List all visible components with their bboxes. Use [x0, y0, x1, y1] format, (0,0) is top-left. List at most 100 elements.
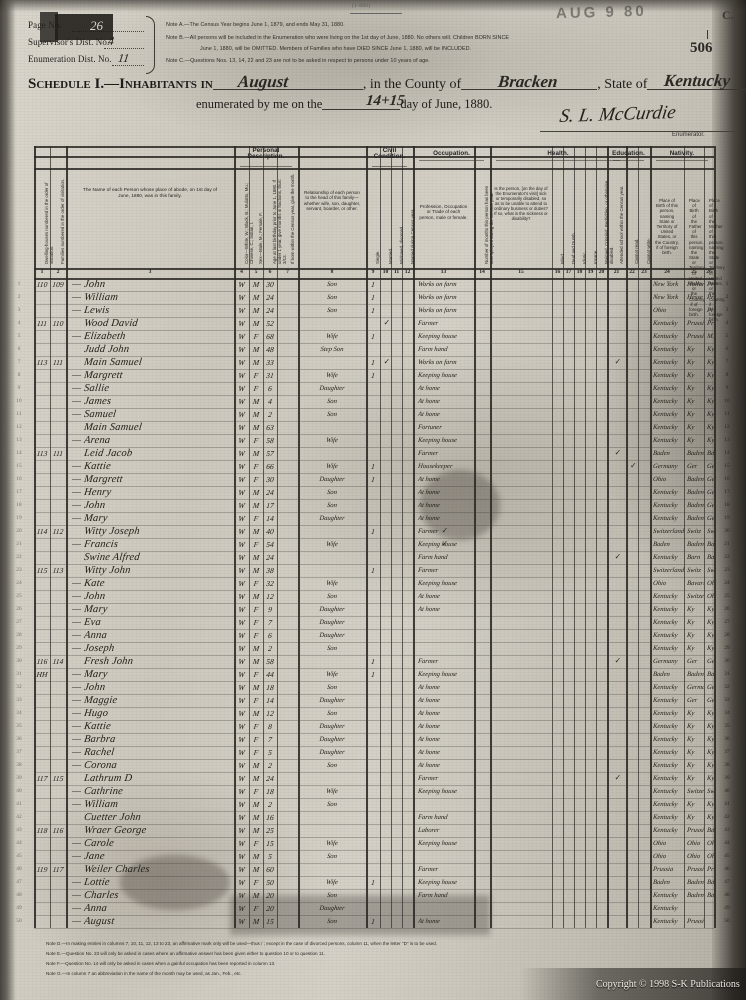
table-row-rule: [34, 629, 714, 630]
table-column-rule: [714, 146, 716, 928]
cell-relationship: Son: [326, 710, 338, 717]
cell-person-name: Weiler Charles: [83, 864, 151, 875]
cell-birthplace-self: Kentucky: [652, 892, 678, 899]
cell-birthplace-mother: Prussia: [706, 866, 715, 873]
table-header-rule: [34, 156, 714, 158]
table-row-rule: [34, 733, 714, 734]
cell-sex: M: [252, 917, 260, 926]
cell-birthplace-mother: Ger: [706, 463, 715, 470]
affirmative-tick: ✓: [441, 539, 449, 548]
cell-occupation: At home: [417, 697, 441, 704]
row-number-left: 50: [16, 918, 22, 924]
cell-sex: F: [253, 839, 259, 848]
cell-relationship: Daughter: [318, 905, 346, 912]
cell-birthplace-mother: Ger: [706, 658, 715, 665]
affirmative-tick: ✓: [630, 461, 637, 470]
cell-relationship: Son: [326, 892, 338, 899]
cell-sex: M: [252, 397, 260, 406]
table-row-rule: [34, 902, 714, 903]
cell-birthplace-mother: Ky: [706, 762, 715, 769]
cell-person-name: Judd John: [83, 344, 130, 355]
cell-age: 66: [265, 462, 275, 471]
table-row-rule: [34, 330, 714, 331]
cell-sex: M: [252, 657, 260, 666]
affirmative-tick: ✓: [614, 357, 622, 366]
cell-person-name: William: [83, 292, 119, 303]
row-number-left: 10: [16, 398, 22, 404]
column-header-20: Maimed, Crippled, Bedridden, or otherwis…: [603, 180, 614, 264]
cell-relationship: Wife: [325, 879, 339, 886]
column-number-3: 3: [148, 269, 152, 275]
cell-relationship: Son: [326, 294, 338, 301]
cell-name-dash: —: [72, 695, 81, 705]
row-number-left: 43: [16, 827, 22, 833]
enumerator-rule: [540, 131, 736, 132]
row-number-left: 16: [16, 476, 22, 482]
cell-relationship: Son: [326, 489, 338, 496]
cell-occupation: At home: [417, 606, 441, 613]
row-number-left: 33: [16, 697, 22, 703]
cell-occupation: Farmer: [417, 658, 439, 665]
table-column-rule: [626, 146, 628, 928]
row-number-right: 11: [724, 411, 730, 417]
cell-birthplace-self: Ohio: [652, 307, 667, 314]
column-number-26: 26: [706, 269, 712, 275]
cell-birthplace-self: Ohio: [652, 853, 667, 860]
cell-name-dash: —: [72, 760, 81, 770]
cell-person-name: Main Samuel: [83, 357, 143, 368]
row-number-left: 40: [16, 788, 22, 794]
cell-name-dash: —: [72, 643, 81, 653]
supervisor-dist-label: Supervisor's Dist. No.: [28, 37, 110, 47]
cell-sex: M: [252, 774, 260, 783]
cell-person-name: Margrett: [83, 474, 124, 485]
column-header-19: Insane.: [592, 249, 598, 264]
cell-birthplace-self: Kentucky: [652, 593, 678, 600]
table-column-rule: [298, 146, 300, 928]
cell-age: 15: [265, 917, 275, 926]
cell-birthplace-self: Kentucky: [652, 814, 678, 821]
cell-birthplace-mother: Bdn: [706, 827, 715, 834]
cell-birthplace-father: Switzerland: [686, 593, 705, 600]
cell-civil-single: 1: [370, 371, 376, 380]
cell-person-name: August: [83, 916, 116, 927]
note-a: Note A.—The Census Year begins June 1, 1…: [166, 22, 345, 28]
table-row-rule: [34, 408, 714, 409]
cell-birthplace-mother: Prussia: [706, 320, 715, 327]
cell-color: W: [237, 800, 246, 809]
row-number-right: 14: [724, 450, 730, 456]
cell-age: 15: [265, 839, 275, 848]
cell-birthplace-mother: Ohio: [706, 593, 715, 600]
row-number-right: 41: [724, 801, 730, 807]
cell-family-number: 111: [52, 358, 64, 367]
group-header-underline: [419, 160, 484, 161]
cell-person-name: Hugo: [83, 708, 109, 719]
table-group-header: Civil Condition.: [373, 147, 406, 160]
cell-birthplace-father: Germany: [686, 684, 705, 691]
table-row-rule: [34, 655, 714, 656]
cell-birthplace-self: Kentucky: [652, 554, 678, 561]
cell-person-name: Margrett: [83, 370, 124, 381]
footer-note-e: Note E.—Question No. 23 will only be ask…: [46, 951, 325, 956]
cell-color: W: [237, 696, 246, 705]
row-number-right: 18: [724, 502, 730, 508]
cell-birthplace-self: Prussia: [652, 866, 674, 873]
cell-person-name: Eva: [83, 617, 102, 628]
cell-name-dash: —: [72, 838, 81, 848]
row-number-left: 37: [16, 749, 22, 755]
cell-occupation: Keeping house: [417, 437, 458, 444]
cell-person-name: John: [83, 279, 106, 290]
cell-sex: F: [253, 735, 259, 744]
row-number-left: 22: [16, 554, 22, 560]
cell-color: W: [237, 384, 246, 393]
cell-civil-single: 1: [370, 306, 376, 315]
cell-color: W: [237, 722, 246, 731]
cell-sex: M: [252, 280, 260, 289]
group-header-underline: [496, 160, 620, 161]
cell-birthplace-father: Ky: [686, 632, 695, 639]
cell-name-dash: —: [72, 435, 81, 445]
cell-civil-single: 1: [370, 293, 376, 302]
row-number-right: 3: [725, 307, 729, 313]
cell-relationship: Wife: [325, 437, 339, 444]
cell-birthplace-self: Baden: [652, 671, 671, 678]
table-column-rule: [366, 146, 368, 928]
